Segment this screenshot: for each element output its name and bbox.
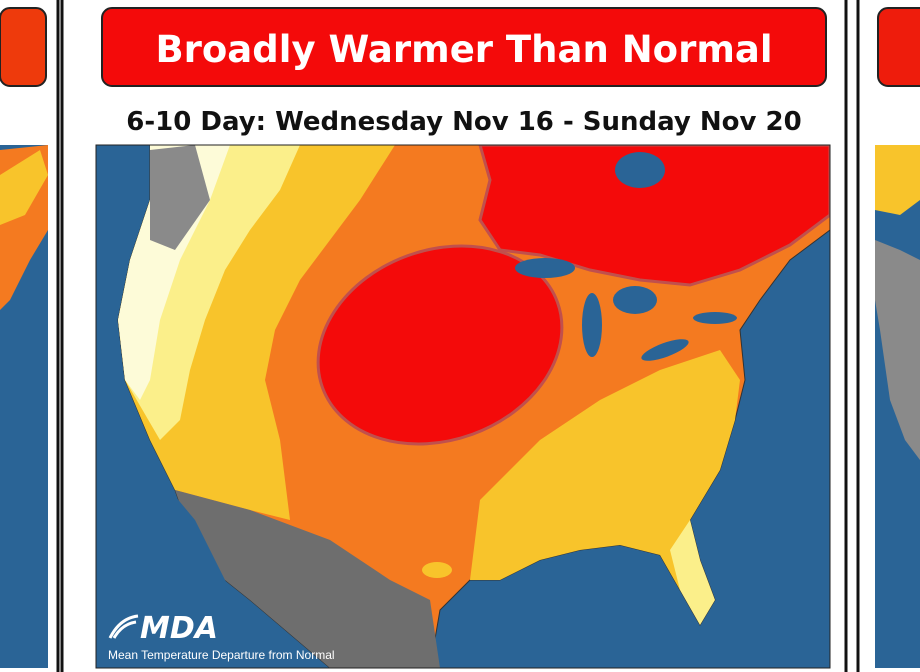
mexico bbox=[175, 490, 440, 668]
caption: Mean Temperature Departure from Normal bbox=[108, 648, 335, 662]
header-box bbox=[101, 7, 827, 87]
right-panel bbox=[856, 0, 920, 672]
lake bbox=[641, 339, 689, 361]
spot bbox=[422, 562, 452, 578]
right-header bbox=[877, 7, 920, 87]
left-band bbox=[0, 150, 48, 225]
red-north bbox=[478, 145, 830, 287]
florida bbox=[670, 520, 715, 625]
lake bbox=[515, 258, 575, 278]
lake bbox=[582, 293, 602, 357]
logo: MDA bbox=[140, 611, 218, 646]
map bbox=[96, 145, 830, 668]
right-land bbox=[875, 240, 920, 460]
left-panel bbox=[0, 0, 60, 672]
right-band bbox=[875, 145, 920, 215]
logo-mark bbox=[108, 614, 139, 639]
left-header bbox=[0, 7, 47, 87]
gray-region bbox=[150, 145, 210, 250]
red-core bbox=[316, 244, 564, 446]
lake bbox=[693, 312, 737, 324]
subtitle: 6-10 Day: Wednesday Nov 16 - Sunday Nov … bbox=[126, 107, 801, 137]
map-frame bbox=[95, 144, 831, 669]
hudson-bay bbox=[615, 152, 665, 188]
southeast-band bbox=[470, 350, 740, 590]
gulf-california bbox=[170, 490, 235, 605]
title: Broadly Warmer Than Normal bbox=[155, 28, 772, 71]
lake bbox=[613, 286, 657, 314]
